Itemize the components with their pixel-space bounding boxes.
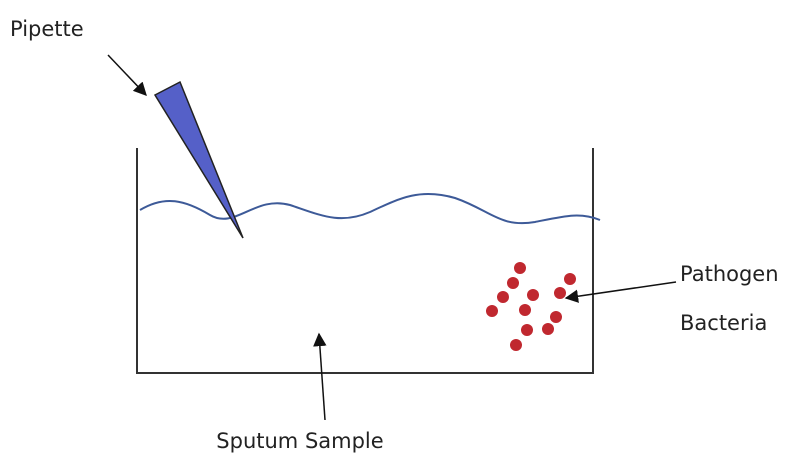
pipette-label: Pipette: [10, 17, 84, 41]
sample-label: Sputum Sample: [216, 429, 383, 453]
arrow: [107, 54, 147, 96]
bacteria: [486, 262, 576, 351]
bacteria-label: Pathogen: [680, 262, 779, 286]
liquid-surface: [139, 192, 601, 225]
container: [136, 148, 594, 374]
pipette: [153, 80, 244, 239]
arrow: [313, 332, 327, 421]
arrow: [564, 281, 677, 303]
bacteria-label: Bacteria: [680, 311, 767, 335]
